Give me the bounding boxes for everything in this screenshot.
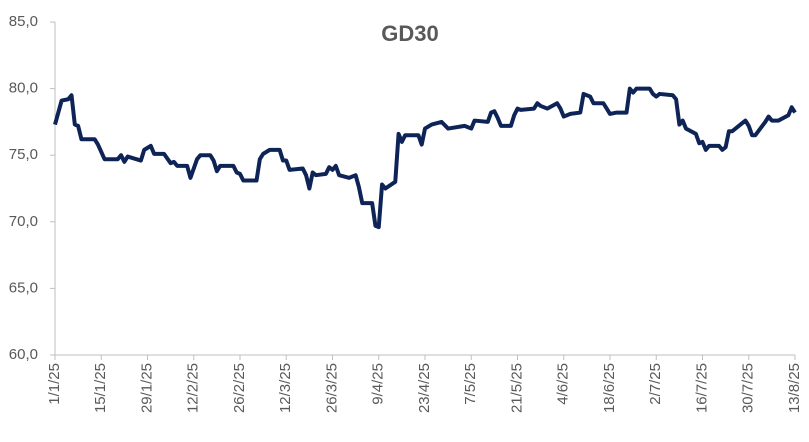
x-tick-label: 30/7/25 xyxy=(740,363,757,413)
x-tick-label: 1/1/25 xyxy=(46,363,63,405)
x-tick-label: 12/2/25 xyxy=(185,363,202,413)
x-tick-label: 9/4/25 xyxy=(370,363,387,405)
x-tick-label: 18/6/25 xyxy=(601,363,618,413)
x-tick-label: 26/3/25 xyxy=(323,363,340,413)
x-tick-label: 15/1/25 xyxy=(92,363,109,413)
y-tick-label: 80,0 xyxy=(9,80,38,97)
x-tick-label: 26/2/25 xyxy=(231,363,248,413)
x-tick-label: 2/7/25 xyxy=(647,363,664,405)
y-tick-label: 65,0 xyxy=(9,279,38,296)
x-tick-label: 4/6/25 xyxy=(555,363,572,405)
y-tick-label: 60,0 xyxy=(9,346,38,363)
x-tick-label: 13/8/25 xyxy=(786,363,803,413)
x-tick-label: 21/5/25 xyxy=(508,363,525,413)
data-line xyxy=(53,86,797,230)
chart-title: GD30 xyxy=(381,21,438,46)
y-tick-label: 85,0 xyxy=(9,13,38,30)
y-tick-label: 70,0 xyxy=(9,213,38,230)
x-tick-label: 29/1/25 xyxy=(138,363,155,413)
x-tick-label: 23/4/25 xyxy=(416,363,433,413)
y-tick-label: 75,0 xyxy=(9,146,38,163)
x-tick-label: 16/7/25 xyxy=(693,363,710,413)
x-tick-label: 12/3/25 xyxy=(277,363,294,413)
x-tick-label: 7/5/25 xyxy=(462,363,479,405)
